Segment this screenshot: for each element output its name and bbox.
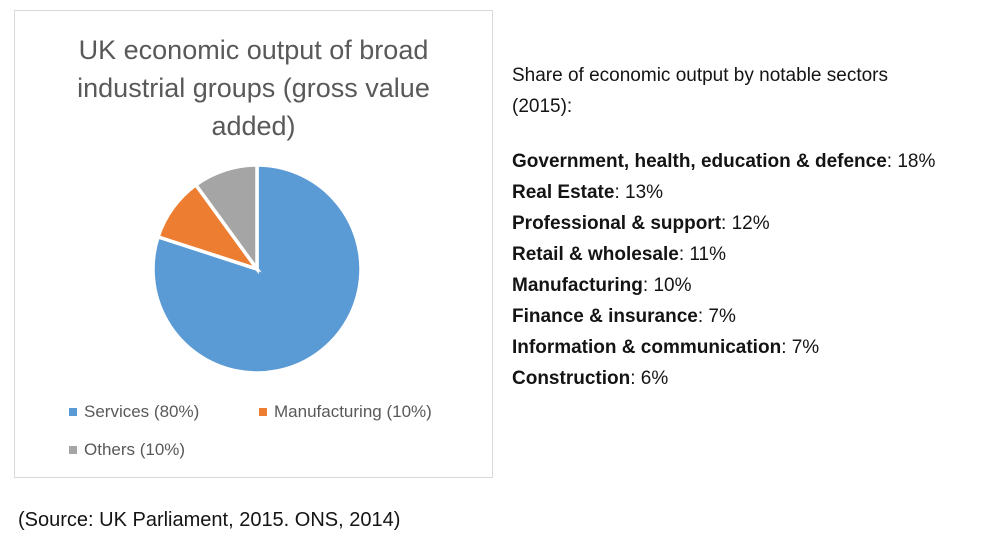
side-panel-heading-line: Share of economic output by notable sect…: [512, 65, 889, 86]
sector-row: Professional & support: 12%: [512, 208, 994, 239]
pie-slice-others: [193, 163, 259, 275]
sector-value: : 13%: [614, 182, 664, 203]
sector-value: : 6%: [630, 368, 669, 389]
sector-value: : 18%: [886, 151, 936, 172]
sector-row: Construction: 6%: [512, 363, 994, 394]
sector-row: Real Estate: 13%: [512, 177, 994, 208]
sector-name: Real Estate: [512, 182, 615, 203]
legend-marker-icon: [69, 408, 77, 416]
sector-name: Professional & support: [512, 213, 722, 234]
sector-row: Retail & wholesale: 11%: [512, 239, 994, 270]
sector-list: Government, health, education & defence:…: [512, 146, 994, 394]
legend-item-services: Services (80%): [69, 402, 259, 422]
sector-row: Finance & insurance: 7%: [512, 301, 994, 332]
legend-item-manufacturing: Manufacturing (10%): [259, 402, 432, 422]
sector-name: Government, health, education & defence: [512, 151, 887, 172]
sector-value: : 10%: [642, 275, 692, 296]
legend-label: Services (80%): [84, 402, 200, 421]
chart-title: UK economic output of broad industrial g…: [35, 31, 472, 145]
sector-value: : 7%: [781, 337, 820, 358]
sector-value: : 11%: [678, 244, 727, 265]
sector-name: Manufacturing: [512, 275, 643, 296]
chart-title-line: UK economic output of broad: [78, 35, 429, 65]
sector-name: Information & communication: [512, 337, 782, 358]
legend-item-others: Others (10%): [69, 440, 259, 460]
sector-value: : 12%: [721, 213, 770, 234]
legend-marker-icon: [259, 408, 267, 416]
source-note: (Source: UK Parliament, 2015. ONS, 2014): [18, 509, 401, 531]
sector-row: Information & communication: 7%: [512, 332, 994, 363]
pie-slice-services: [151, 163, 363, 375]
pie-chart: [151, 163, 363, 375]
legend-label: Manufacturing (10%): [274, 402, 432, 421]
chart-title-line: industrial groups (gross value: [77, 73, 430, 103]
legend-marker-icon: [69, 446, 77, 454]
sector-name: Construction: [512, 368, 631, 389]
chart-legend: Services (80%) Manufacturing (10%) Others …: [69, 402, 432, 460]
chart-panel: UK economic output of broad industrial g…: [14, 10, 493, 478]
side-panel: Share of economic output by notable sect…: [512, 60, 994, 394]
side-panel-heading: Share of economic output by notable sect…: [512, 60, 994, 122]
sector-value: : 7%: [697, 306, 736, 327]
chart-title-line: added): [211, 111, 296, 141]
sector-row: Government, health, education & defence:…: [512, 146, 994, 177]
side-panel-heading-line: (2015):: [512, 96, 573, 117]
sector-name: Finance & insurance: [512, 306, 698, 327]
sector-row: Manufacturing: 10%: [512, 270, 994, 301]
legend-label: Others (10%): [84, 440, 186, 459]
sector-name: Retail & wholesale: [512, 244, 679, 265]
